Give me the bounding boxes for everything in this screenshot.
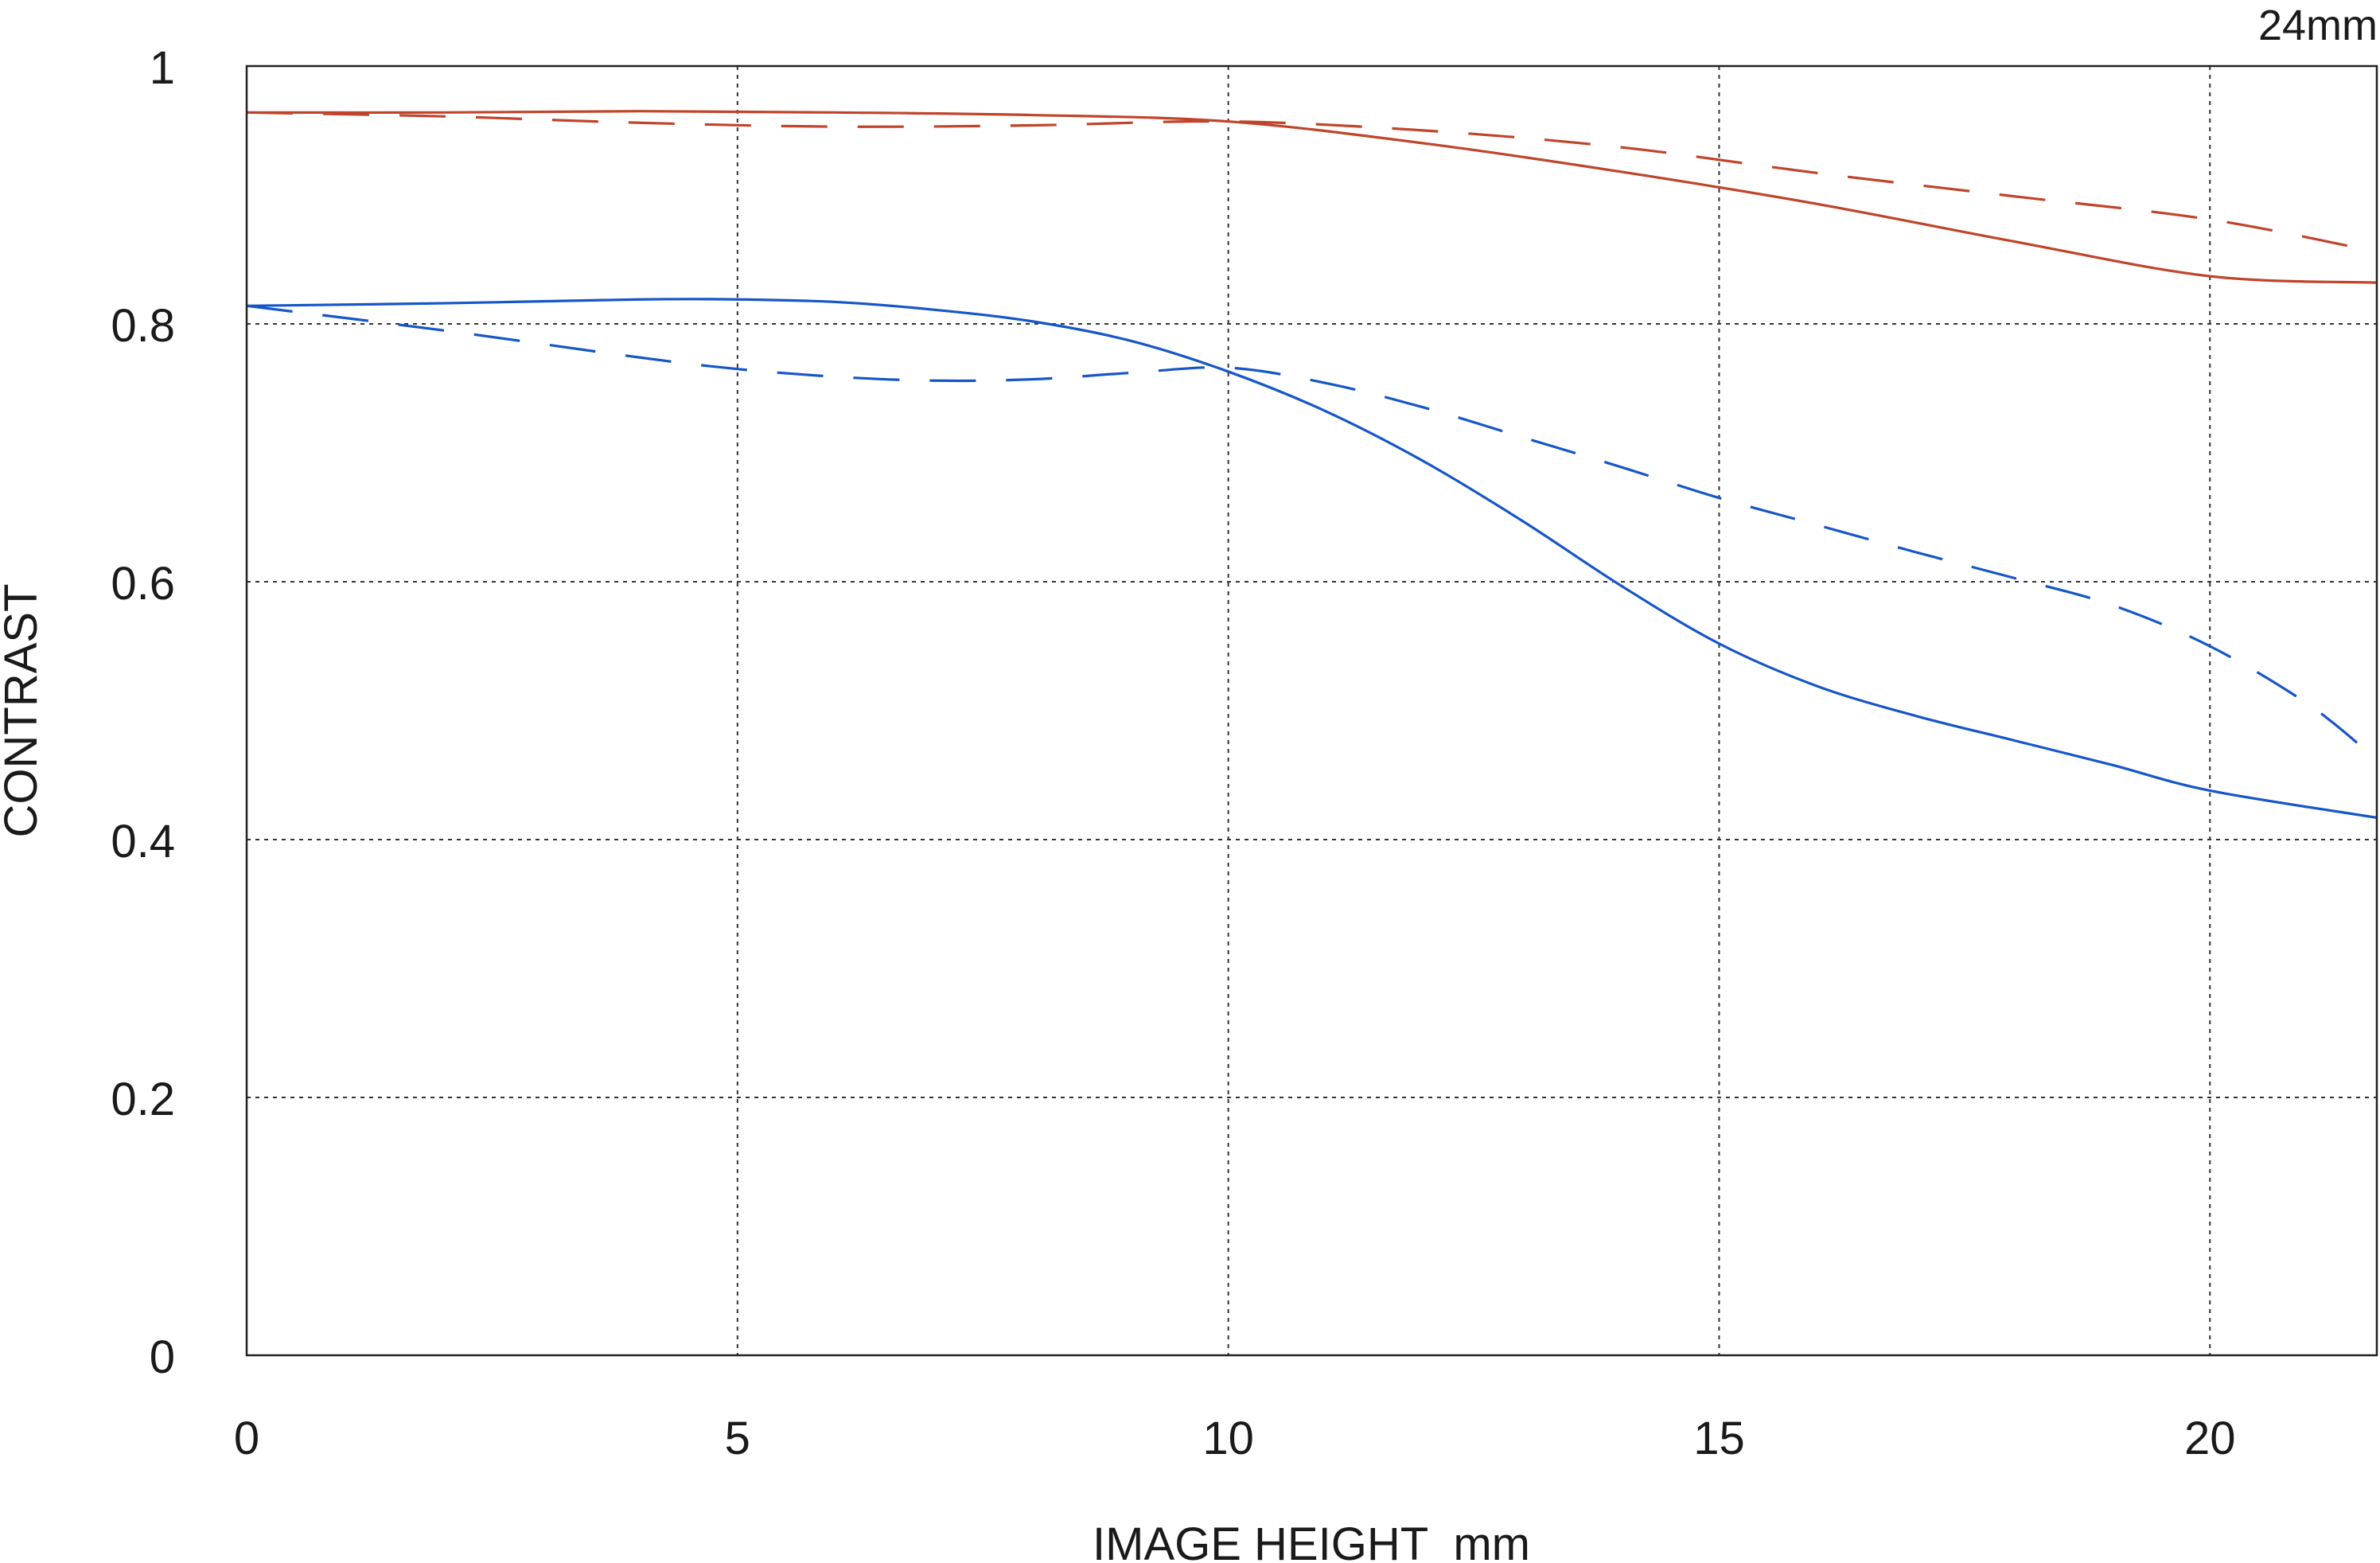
y-axis-title: CONTRAST (0, 584, 47, 838)
x-tick-label-10: 10 (1202, 1413, 1254, 1464)
x-tick-label-20: 20 (2184, 1413, 2236, 1464)
series-layer (246, 110, 2378, 820)
y-tick-label-0: 0 (150, 1331, 175, 1383)
x-tick-label-15: 15 (1693, 1413, 1745, 1464)
y-tick-label-1: 1 (150, 42, 175, 94)
y-tick-label-0.2: 0.2 (111, 1074, 175, 1125)
y-tick-label-0.6: 0.6 (111, 558, 175, 610)
x-tick-labels: 0 5 10 15 20 (234, 1413, 2236, 1464)
series-line-4-dashed (246, 304, 2378, 761)
y-tick-label-0.4: 0.4 (111, 816, 175, 867)
series-line-2-dashed (246, 111, 2378, 253)
x-axis-title: IMAGE HEIGHT mm (1093, 1518, 1530, 1563)
series-line-3-solid (246, 298, 2378, 820)
x-tick-label-0: 0 (234, 1413, 259, 1464)
grid-layer (247, 66, 2377, 1355)
plot-frame (245, 64, 2378, 1357)
series-line-1-solid (246, 110, 2378, 284)
y-tick-labels: 0 0.2 0.4 0.6 0.8 1 (111, 42, 175, 1383)
y-tick-label-0.8: 0.8 (111, 300, 175, 352)
x-tick-label-5: 5 (725, 1413, 750, 1464)
focal-length-label: 24mm (2258, 2, 2378, 49)
